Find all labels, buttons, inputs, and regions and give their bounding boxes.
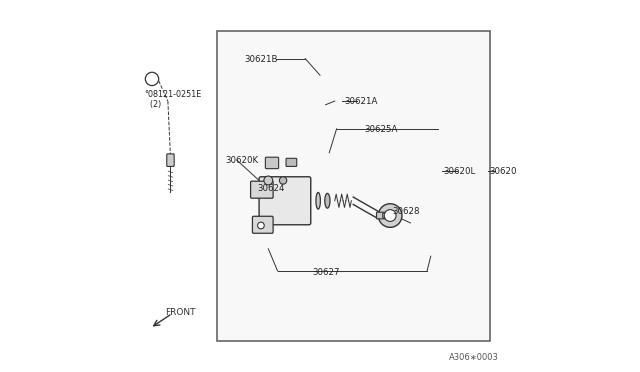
- Ellipse shape: [316, 192, 321, 209]
- FancyBboxPatch shape: [266, 157, 278, 169]
- Circle shape: [264, 176, 273, 185]
- Text: B: B: [149, 74, 155, 83]
- Text: 30620K: 30620K: [226, 156, 259, 166]
- Text: 30628: 30628: [392, 206, 419, 216]
- Text: 30621B: 30621B: [244, 55, 278, 64]
- FancyBboxPatch shape: [286, 158, 297, 166]
- Text: °08121-0251E
  (2): °08121-0251E (2): [145, 90, 202, 109]
- FancyBboxPatch shape: [252, 216, 273, 233]
- Circle shape: [378, 204, 402, 227]
- Bar: [216, 31, 490, 341]
- FancyBboxPatch shape: [167, 154, 174, 166]
- FancyBboxPatch shape: [259, 177, 311, 225]
- Circle shape: [384, 210, 396, 221]
- Text: 30627: 30627: [312, 268, 340, 277]
- Text: A306∗0003: A306∗0003: [449, 353, 499, 362]
- Circle shape: [280, 177, 287, 184]
- FancyBboxPatch shape: [383, 213, 389, 218]
- Text: 30620L: 30620L: [444, 167, 476, 176]
- Text: 30625A: 30625A: [364, 125, 397, 134]
- Circle shape: [258, 222, 264, 229]
- Circle shape: [145, 72, 159, 86]
- Text: 30624: 30624: [257, 184, 285, 193]
- FancyBboxPatch shape: [251, 181, 273, 198]
- Text: FRONT: FRONT: [165, 308, 195, 317]
- FancyBboxPatch shape: [376, 212, 386, 219]
- Text: 30621A: 30621A: [344, 97, 378, 106]
- Ellipse shape: [324, 193, 330, 208]
- Text: 30620: 30620: [489, 167, 516, 176]
